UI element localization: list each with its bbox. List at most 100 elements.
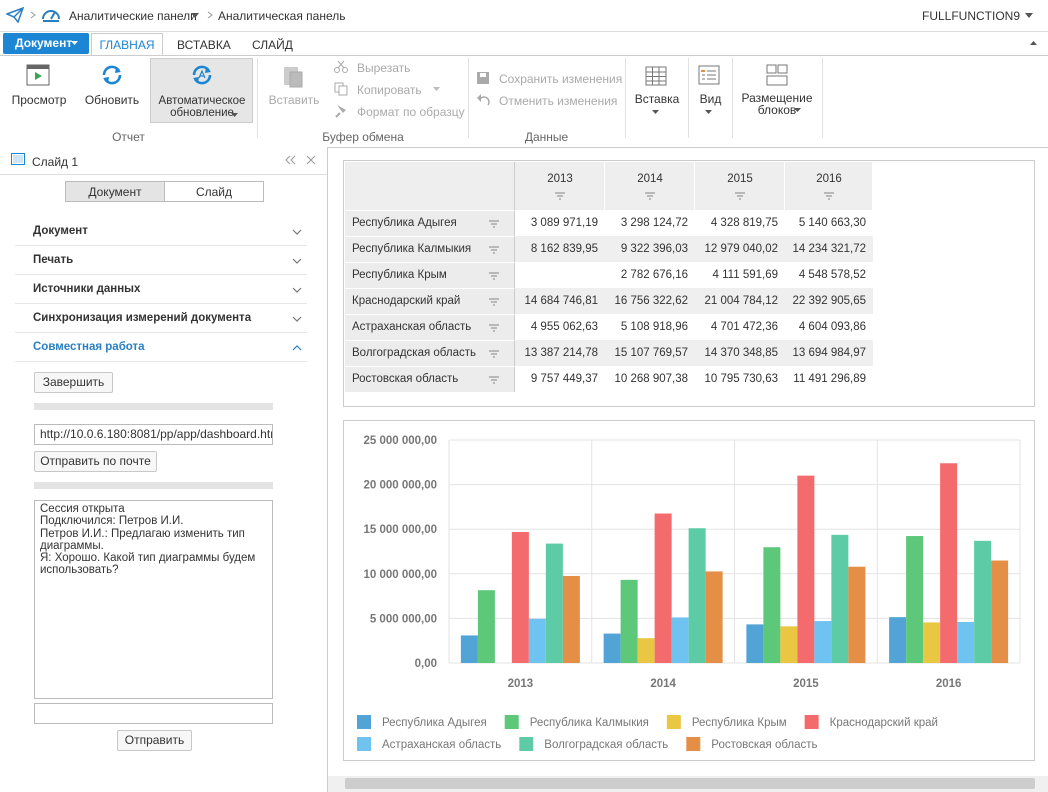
view-icon xyxy=(698,65,720,85)
message-input[interactable] xyxy=(34,703,273,724)
cell xyxy=(515,210,605,236)
breadcrumb-item[interactable]: Аналитические панели xyxy=(69,9,197,23)
section-header[interactable]: Документ xyxy=(33,225,88,237)
auto-refresh-icon xyxy=(192,65,212,85)
close-panel[interactable] xyxy=(306,155,316,165)
column-header: 2015 xyxy=(727,173,753,185)
cell-value: 3 298 124,72 xyxy=(620,217,688,229)
bar xyxy=(763,547,781,663)
finish-button[interactable]: Завершить xyxy=(34,372,113,393)
section-chevron[interactable] xyxy=(292,257,302,265)
cell xyxy=(785,340,873,366)
cell xyxy=(785,262,873,288)
dropdown-arrow xyxy=(71,41,78,45)
cell-value: 13 694 984,97 xyxy=(792,347,866,359)
ribbon-button[interactable]: Размещение блоков xyxy=(741,91,813,117)
group-divider xyxy=(822,58,823,138)
ribbon-button[interactable]: Вид xyxy=(699,92,722,106)
filter-icon[interactable] xyxy=(489,220,499,228)
collapse-panel[interactable] xyxy=(285,155,297,165)
legend-swatch xyxy=(504,715,519,729)
cell-value: 4 604 093,86 xyxy=(798,321,866,333)
cell xyxy=(605,262,695,288)
cell xyxy=(785,236,873,262)
cell xyxy=(785,366,873,392)
section-header[interactable]: Печать xyxy=(33,254,74,266)
tab[interactable]: ВСТАВКА xyxy=(177,38,231,52)
cell xyxy=(605,314,695,340)
filter-icon[interactable] xyxy=(489,272,499,280)
section-divider xyxy=(15,274,307,275)
bar xyxy=(746,624,764,663)
toggle-button[interactable]: Слайд xyxy=(164,181,264,202)
toggle-button[interactable]: Документ xyxy=(65,181,165,202)
bar xyxy=(814,621,832,663)
cut-icon xyxy=(334,60,348,73)
bar xyxy=(460,635,478,663)
cell xyxy=(785,314,873,340)
ribbon-button[interactable]: Просмотр xyxy=(11,93,67,107)
y-tick-label: 15 000 000,00 xyxy=(363,524,437,536)
bar xyxy=(957,621,975,663)
undo-icon xyxy=(477,94,490,106)
ribbon-button[interactable]: Вставка xyxy=(634,92,680,106)
collapse-ribbon[interactable] xyxy=(1030,41,1038,46)
row-header-cell xyxy=(345,262,515,288)
cell-value: 13 387 214,78 xyxy=(524,347,598,359)
tab[interactable]: ГЛАВНАЯ xyxy=(91,33,163,56)
section-chevron[interactable] xyxy=(292,344,302,352)
dropdown-arrow[interactable] xyxy=(191,13,199,19)
bar xyxy=(889,617,907,663)
send-mail-button[interactable]: Отправить по почте xyxy=(34,451,157,472)
section-header[interactable]: Источники данных xyxy=(33,283,141,295)
dropdown-arrow xyxy=(794,108,801,112)
filter-icon[interactable] xyxy=(555,192,565,200)
filter-icon[interactable] xyxy=(824,192,834,200)
scrollbar-thumb[interactable] xyxy=(345,778,1035,789)
insert-icon xyxy=(645,66,667,86)
document-menu-button[interactable]: Документ xyxy=(3,33,89,54)
section-header[interactable]: Совместная работа xyxy=(33,341,145,353)
cell-value: 10 268 907,38 xyxy=(614,373,688,385)
filter-icon[interactable] xyxy=(735,192,745,200)
user-name[interactable]: FULLFUNCTION9 xyxy=(922,9,1021,23)
bar xyxy=(637,638,655,663)
section-header[interactable]: Синхронизация измерений документа xyxy=(33,312,252,324)
column-header-cell xyxy=(515,162,605,210)
group-divider xyxy=(688,58,689,138)
cell xyxy=(515,340,605,366)
ribbon-button[interactable]: Обновить xyxy=(84,93,140,107)
cell xyxy=(785,210,873,236)
chat-log[interactable]: Сессия открыта Подключился: Петров И.И. Пе… xyxy=(34,500,273,699)
y-tick-label: 5 000 000,00 xyxy=(370,613,437,625)
filter-icon[interactable] xyxy=(645,192,655,200)
chat-line: Петров И.И.: Предлагаю изменить тип диаг… xyxy=(40,527,245,552)
y-tick-label: 10 000 000,00 xyxy=(363,569,437,581)
legend-swatch xyxy=(519,737,534,751)
filter-icon[interactable] xyxy=(489,298,499,306)
dropdown-arrow xyxy=(652,110,659,114)
cell xyxy=(605,210,695,236)
filter-icon[interactable] xyxy=(489,324,499,332)
filter-icon[interactable] xyxy=(489,246,499,254)
legend-swatch xyxy=(666,715,681,729)
section-chevron[interactable] xyxy=(292,315,302,323)
app-icon[interactable] xyxy=(6,7,24,23)
filter-icon[interactable] xyxy=(489,350,499,358)
tab[interactable]: СЛАЙД xyxy=(252,38,293,52)
ribbon-button: Формат по образцу xyxy=(357,105,465,119)
cell-value: 4 548 578,52 xyxy=(798,269,866,281)
ribbon-button-active[interactable] xyxy=(150,58,253,123)
dropdown-arrow[interactable] xyxy=(1025,13,1033,19)
filter-icon[interactable] xyxy=(489,376,499,384)
section-chevron[interactable] xyxy=(292,286,302,294)
send-button[interactable]: Отправить xyxy=(117,730,192,751)
cell-value: 16 756 322,62 xyxy=(614,295,688,307)
row-header-cell xyxy=(345,288,515,314)
bar xyxy=(528,618,546,663)
preview-icon xyxy=(26,64,50,86)
cell-value: 5 140 663,30 xyxy=(798,217,866,229)
url-input[interactable]: http://10.0.6.180:8081/pp/app/dashboard.… xyxy=(34,424,273,445)
ribbon-button[interactable]: Автоматическое обновление xyxy=(158,95,246,119)
section-chevron[interactable] xyxy=(292,228,302,236)
